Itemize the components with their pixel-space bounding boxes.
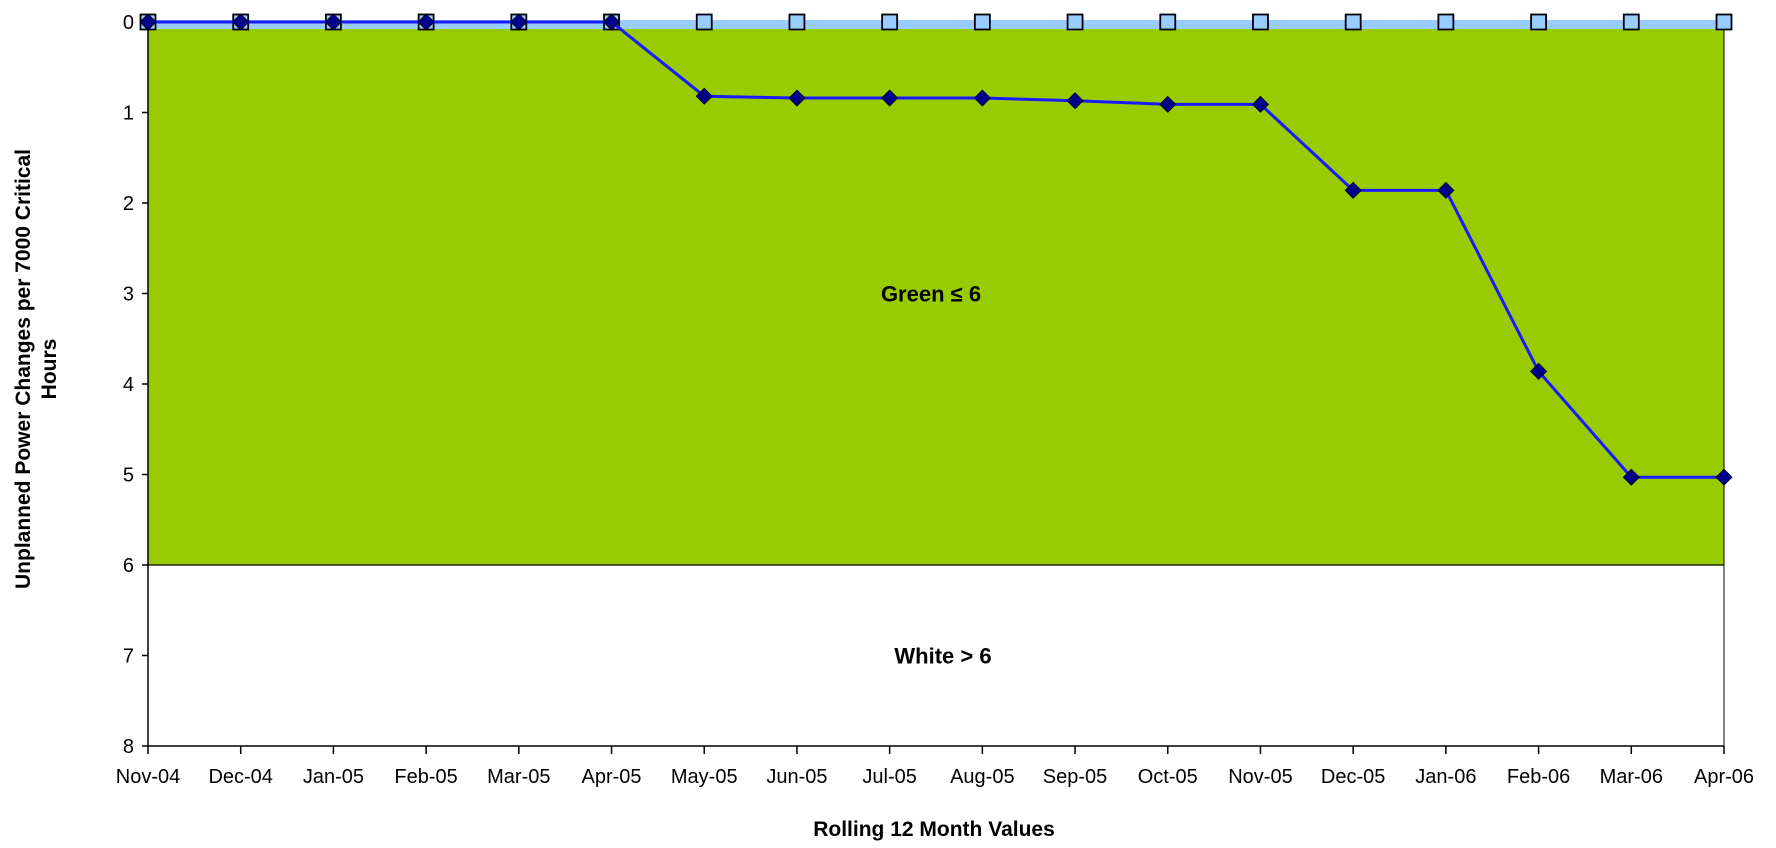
x-tick-label: Jun-05 bbox=[766, 766, 827, 788]
reference-strip bbox=[148, 20, 1724, 29]
zone-band-0 bbox=[148, 22, 1724, 565]
main-series-marker bbox=[695, 87, 713, 105]
x-tick-label: Nov-05 bbox=[1228, 766, 1292, 788]
main-series-marker bbox=[417, 13, 435, 31]
main-series-marker bbox=[602, 13, 621, 31]
x-tick-label: Dec-04 bbox=[208, 766, 272, 788]
zone-label-white: White > 6 bbox=[894, 644, 991, 669]
x-tick-label: Jan-06 bbox=[1415, 766, 1476, 788]
main-series-marker bbox=[1344, 181, 1362, 199]
y-tick-label: 8 bbox=[123, 736, 134, 758]
main-series-marker bbox=[973, 89, 991, 107]
reference-marker bbox=[1159, 13, 1177, 31]
y-axis-title: Unplanned Power Changes per 7000 Critica… bbox=[12, 149, 61, 589]
main-series-marker bbox=[1530, 362, 1548, 380]
y-tick-label: 1 bbox=[123, 103, 134, 125]
x-tick-label: May-05 bbox=[671, 766, 738, 788]
reference-marker bbox=[695, 13, 713, 31]
y-tick-label: 4 bbox=[123, 374, 134, 396]
x-tick-label: Mar-06 bbox=[1600, 766, 1663, 788]
x-tick-label: Feb-06 bbox=[1507, 766, 1570, 788]
zone-band-1 bbox=[148, 565, 1724, 746]
x-tick-label: Jan-05 bbox=[303, 766, 364, 788]
x-tick-label: Apr-05 bbox=[582, 766, 642, 788]
x-tick-label: Jul-05 bbox=[862, 766, 916, 788]
x-axis-title: Rolling 12 Month Values bbox=[813, 818, 1055, 841]
y-tick-label: 0 bbox=[123, 12, 134, 34]
y-tick-label: 6 bbox=[123, 555, 134, 577]
reference-marker bbox=[973, 13, 991, 31]
main-series-marker bbox=[1159, 95, 1177, 113]
reference-marker bbox=[1066, 13, 1084, 31]
labels: 0 1 2 3 4 5 6 7 8 Nov-04 Dec-04 Jan-05 Feb-05 Mar-05 A… bbox=[12, 12, 1754, 841]
main-series bbox=[139, 13, 1733, 486]
main-series-marker bbox=[232, 13, 250, 31]
zone-label-green: Green ≤ 6 bbox=[881, 282, 981, 307]
reference-marker bbox=[881, 13, 899, 31]
x-tick-label: Sep-05 bbox=[1043, 766, 1108, 788]
reference-marker bbox=[1252, 13, 1269, 31]
main-series-line bbox=[148, 20, 1724, 479]
x-tick-label: Apr-06 bbox=[1694, 766, 1754, 788]
main-series-marker bbox=[510, 13, 528, 31]
main-series-marker bbox=[1251, 95, 1270, 113]
y-axis-title-line-2: Hours bbox=[38, 339, 61, 400]
x-tick-label: Dec-05 bbox=[1321, 766, 1385, 788]
reference-marker bbox=[788, 13, 806, 31]
main-series-marker bbox=[1715, 468, 1733, 486]
y-tick-label: 2 bbox=[123, 193, 134, 215]
x-tick-label: Aug-05 bbox=[950, 766, 1015, 788]
main-series-marker bbox=[1066, 92, 1084, 110]
main-series-marker bbox=[139, 13, 157, 31]
x-tick-label: Feb-05 bbox=[394, 766, 457, 788]
reference-marker bbox=[1437, 13, 1455, 31]
reference-marker bbox=[1344, 13, 1362, 31]
main-series-marker bbox=[788, 89, 806, 107]
main-series-marker bbox=[1437, 181, 1455, 199]
y-tick-label: 7 bbox=[123, 646, 134, 668]
main-series-marker bbox=[324, 13, 342, 31]
y-axis-title-line-1: Unplanned Power Changes per 7000 Critica… bbox=[12, 149, 35, 589]
main-series-marker bbox=[1622, 468, 1640, 486]
y-tick-label: 3 bbox=[123, 284, 134, 306]
zone-bands bbox=[148, 20, 1724, 746]
x-tick-label: Nov-04 bbox=[116, 766, 180, 788]
reference-marker bbox=[1530, 13, 1547, 31]
reference-marker bbox=[1622, 13, 1640, 31]
x-tick-label: Mar-05 bbox=[487, 766, 550, 788]
reference-marker bbox=[1715, 13, 1733, 31]
y-tick-label: 5 bbox=[123, 465, 134, 487]
x-tick-label: Oct-05 bbox=[1138, 766, 1198, 788]
main-series-marker bbox=[881, 89, 899, 107]
